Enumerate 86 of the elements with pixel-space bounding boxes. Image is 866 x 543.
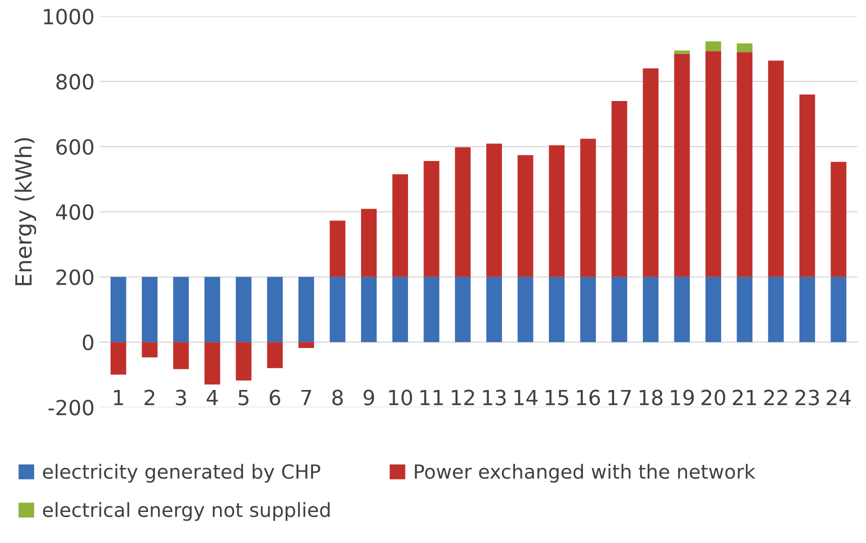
x-tick-label: 8 — [332, 390, 343, 406]
bar — [173, 342, 189, 370]
bar — [580, 138, 596, 277]
bar — [486, 276, 502, 342]
x-tick-label: 22 — [764, 390, 788, 406]
x-tick-label: 23 — [796, 390, 819, 406]
bar — [454, 276, 471, 342]
bar — [267, 276, 283, 342]
bar — [142, 276, 158, 342]
bar — [736, 43, 752, 52]
legend-label: electricity generated by CHP — [42, 464, 320, 483]
bar — [204, 342, 220, 384]
bar — [361, 208, 377, 277]
bar — [705, 276, 722, 342]
bar — [298, 276, 314, 342]
bar — [173, 276, 189, 342]
bar — [548, 276, 565, 342]
x-tick-label: 11 — [420, 390, 443, 406]
x-tick-label: 4 — [206, 390, 218, 406]
bar — [330, 276, 346, 342]
bar — [768, 276, 784, 342]
bar — [799, 276, 816, 342]
x-tick-label: 13 — [483, 390, 506, 406]
x-tick-label: 17 — [608, 390, 631, 406]
x-tick-label: 19 — [671, 390, 694, 406]
bar — [236, 342, 252, 381]
y-tick-label: 800 — [56, 74, 94, 90]
y-axis-title: Energy (kWh) — [14, 138, 36, 286]
x-tick-label: 3 — [176, 390, 186, 406]
bar — [705, 41, 722, 52]
bar — [674, 54, 690, 277]
bar — [799, 94, 816, 277]
x-tick-label: 24 — [826, 390, 851, 406]
x-tick-label: 18 — [640, 390, 663, 406]
y-tick-label: 400 — [56, 204, 94, 220]
bar — [642, 68, 659, 277]
bar — [580, 276, 596, 342]
y-tick-label: 600 — [56, 139, 94, 155]
bar — [830, 276, 846, 342]
bar — [674, 276, 690, 342]
x-tick-label: 21 — [732, 390, 756, 406]
y-tick-label: -200 — [48, 400, 94, 416]
x-tick-label: 15 — [546, 390, 568, 406]
bar — [486, 144, 502, 277]
bar — [361, 276, 377, 342]
bar — [518, 276, 534, 342]
bar — [768, 60, 784, 277]
x-tick-label: 6 — [270, 390, 280, 406]
bar — [110, 342, 126, 375]
x-tick-label: 2 — [144, 390, 154, 406]
x-tick-label: 9 — [364, 390, 374, 406]
bar — [518, 155, 534, 277]
x-tick-label: 20 — [702, 390, 726, 406]
bar — [705, 51, 722, 277]
y-tick-label: 1000 — [44, 8, 94, 24]
bar — [424, 276, 440, 342]
y-tick-label: 0 — [82, 334, 94, 350]
x-tick-label: 10 — [389, 390, 412, 406]
bar — [392, 276, 408, 342]
x-tick-label: 14 — [514, 390, 538, 406]
bar — [548, 145, 565, 277]
legend-label: Power exchanged with the network — [414, 464, 756, 483]
bar — [267, 342, 283, 368]
x-tick-label: 12 — [452, 390, 474, 406]
x-tick-label: 7 — [301, 390, 312, 406]
legend-label: electrical energy not supplied — [42, 502, 330, 521]
x-tick-label: 1 — [114, 390, 124, 406]
bar — [298, 342, 314, 348]
x-tick-label: 5 — [238, 390, 248, 406]
y-tick-label: 200 — [56, 269, 94, 286]
bar — [142, 342, 158, 358]
bar — [830, 162, 846, 277]
bar — [454, 147, 471, 277]
bar — [612, 101, 628, 277]
bar — [330, 220, 346, 277]
bar — [204, 276, 220, 342]
x-tick-label: 16 — [577, 390, 600, 406]
bar — [736, 52, 752, 277]
bar — [392, 174, 408, 277]
bar — [736, 276, 752, 342]
bar — [612, 276, 628, 342]
bar — [110, 276, 126, 342]
bar — [424, 160, 440, 277]
bar — [642, 276, 659, 342]
bar — [236, 276, 252, 342]
bar — [674, 50, 690, 54]
